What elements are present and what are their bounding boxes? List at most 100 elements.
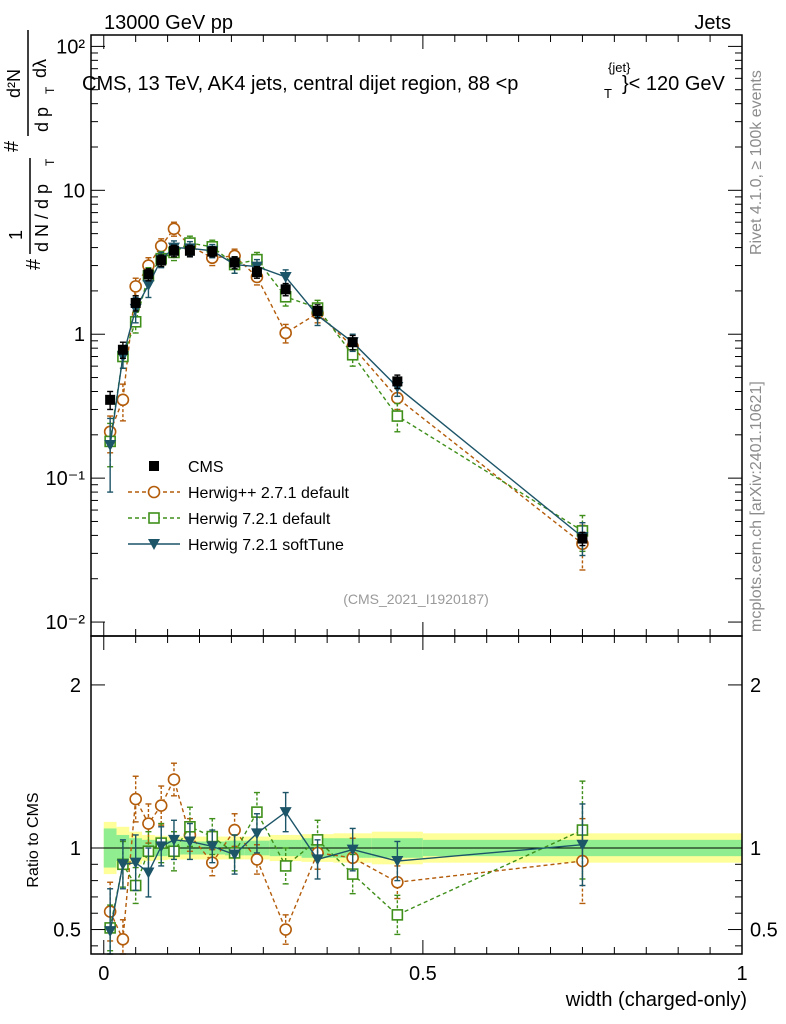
marker-cms (347, 337, 358, 348)
series-herwig-721-softtune-ratio (104, 791, 589, 955)
ylabel-d2n: d²N (4, 69, 24, 98)
marker-herwig-721-softtune-ratio (155, 841, 168, 853)
ylabel-hash-2: # (1, 140, 23, 152)
marker-herwig-721-softtune-ratio (250, 828, 263, 840)
marker-cms (184, 245, 195, 256)
marker-herwigpp-271-ratio (250, 853, 264, 866)
marker-herwigpp-271-ratio (154, 799, 168, 812)
marker-herwigpp-271-ratio (116, 933, 130, 946)
marker-herwig-721-softtune-ratio (576, 839, 589, 851)
analysis-id: (CMS_2021_I1920187) (343, 591, 489, 607)
legend-marker-herwig-721-softtune (148, 539, 160, 550)
legend-marker-cms (149, 461, 159, 471)
marker-herwigpp-271 (167, 222, 181, 236)
title-main: CMS, 13 TeV, AK4 jets, central dijet reg… (82, 73, 518, 95)
series-line-herwig-721-default-ratio (109, 810, 583, 929)
marker-herwig-721-softtune-ratio (167, 834, 180, 846)
legend-marker-herwigpp-271 (147, 485, 161, 499)
header-left: 13000 GeV pp (104, 12, 233, 34)
legend: CMS Herwig++ 2.7.1 default Herwig 7.2.1 de… (128, 459, 350, 554)
x-tick-label: 0.5 (409, 963, 437, 985)
ylabel-dn: d N / d p (32, 184, 52, 252)
marker-herwigpp-271-ratio (167, 773, 181, 786)
marker-herwig-721-softtune (142, 279, 155, 291)
marker-cms (251, 267, 262, 278)
ratio-y-tick-label: 2 (70, 675, 81, 697)
marker-herwigpp-271 (279, 326, 292, 340)
title-end: }< 120 GeV (622, 73, 726, 95)
legend-label-herwig-721-default: Herwig 7.2.1 default (188, 511, 331, 528)
series-line-herwig-721-softtune-ratio (109, 811, 583, 932)
marker-herwig-721-softtune-ratio (346, 844, 359, 856)
marker-herwig-721-softtune-ratio (311, 854, 324, 866)
marker-cms (168, 245, 179, 256)
title-superscript: {jet} (608, 60, 631, 75)
x-tick-label: 1 (736, 963, 747, 985)
marker-herwig-721-default-ratio (279, 860, 292, 872)
series-herwig-721-default (104, 235, 589, 553)
marker-herwigpp-271 (116, 393, 130, 407)
y-tick-label: 10⁻² (46, 612, 86, 634)
marker-cms (229, 257, 240, 268)
ylabel-dlambda: dλ (30, 59, 50, 78)
y-tick-label: 10² (56, 36, 85, 58)
legend-item-cms: CMS (149, 459, 224, 476)
marker-cms (577, 533, 588, 544)
legend-marker-herwig-721-default (148, 512, 160, 524)
main-axis-ticks: 10⁻² 10⁻¹ 1 10 10² (46, 35, 743, 636)
ratio-y-tick-label: 0.5 (53, 920, 81, 942)
marker-cms (280, 284, 291, 295)
marker-cms (392, 376, 403, 387)
marker-herwig-721-default (391, 410, 404, 422)
marker-herwigpp-271-ratio (279, 923, 292, 936)
ylabel-dpt-sub: T (43, 86, 57, 94)
ratio-y-tick-label-right: 0.5 (750, 920, 778, 942)
marker-herwig-721-softtune-ratio (129, 857, 142, 869)
marker-herwig-721-softtune (279, 271, 292, 283)
y-tick-label: 10⁻¹ (46, 468, 86, 490)
ratio-plot-content (103, 762, 589, 955)
marker-herwig-721-softtune-ratio (206, 841, 219, 853)
marker-cms (117, 344, 128, 355)
marker-cms (105, 394, 116, 405)
series-herwig-721-default-ratio (104, 780, 589, 952)
marker-herwigpp-271 (129, 280, 142, 293)
marker-herwig-721-softtune (104, 439, 117, 451)
ylabel-hash-1: # (23, 258, 45, 270)
marker-herwig-721-softtune-ratio (104, 926, 117, 938)
marker-cms (156, 255, 167, 266)
marker-herwigpp-271 (154, 239, 168, 253)
mcplots-reference: mcplots.cern.ch [arXiv:2401.10621] (748, 381, 765, 632)
marker-herwigpp-271-ratio (228, 823, 241, 837)
marker-herwig-721-default-ratio (391, 909, 404, 921)
ratio-y-tick-label-right: 1 (750, 838, 761, 860)
series-cms (105, 244, 588, 547)
legend-item-herwigpp-271: Herwig++ 2.7.1 default (128, 485, 350, 502)
main-panel: 10⁻² 10⁻¹ 1 10 10² (46, 34, 743, 637)
legend-item-herwig-721-default: Herwig 7.2.1 default (128, 511, 331, 528)
marker-herwig-721-softtune-ratio (391, 856, 404, 868)
x-tick-label: 0 (98, 963, 109, 985)
ratio-axis-ticks: 0.5 0.51 12 20 0.5 1 (53, 636, 778, 985)
marker-cms (130, 297, 141, 308)
marker-cms (143, 269, 154, 280)
main-plot-content (103, 221, 589, 571)
ylabel-dpt: d p (32, 107, 52, 132)
marker-cms (207, 246, 218, 257)
title-subscript: T (604, 86, 612, 101)
series-herwig-721-softtune (104, 240, 589, 557)
ratio-y-tick-label-right: 2 (750, 675, 761, 697)
marker-cms (312, 306, 323, 317)
ratio-ylabel: Ratio to CMS (25, 792, 42, 887)
ratio-y-tick-label: 1 (70, 838, 81, 860)
header-right: Jets (694, 12, 731, 34)
ylabel-one: 1 (6, 230, 26, 240)
legend-label-herwigpp-271: Herwig++ 2.7.1 default (188, 485, 350, 502)
x-axis-label: width (charged-only) (565, 989, 747, 1011)
marker-herwigpp-271-ratio (142, 817, 155, 830)
marker-herwig-721-softtune-ratio (279, 807, 292, 819)
marker-herwig-721-softtune-ratio (142, 867, 155, 879)
ratio-panel: 0.5 0.51 12 20 0.5 1 (53, 635, 778, 985)
legend-label-cms: CMS (188, 459, 224, 476)
